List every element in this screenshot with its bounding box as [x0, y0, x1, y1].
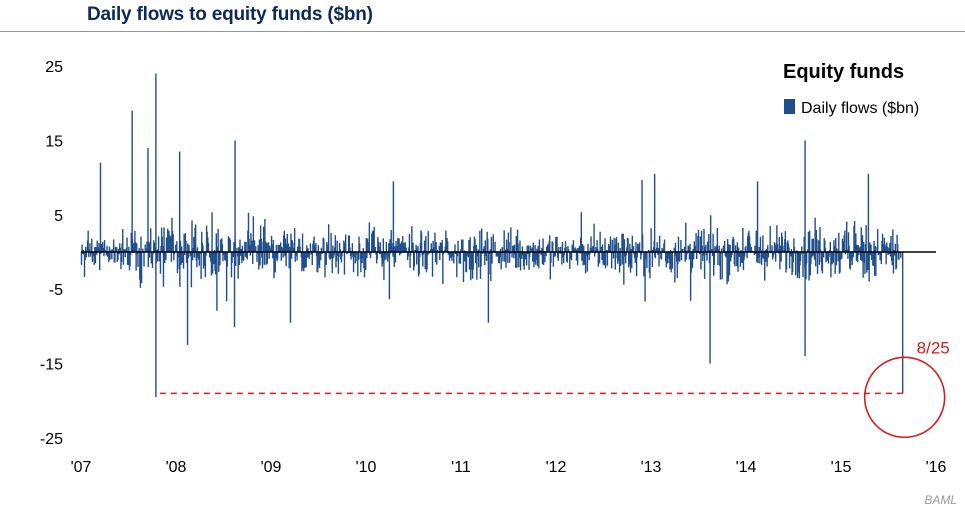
x-tick-label: '14	[736, 459, 757, 476]
x-tick-label: '11	[451, 459, 471, 476]
y-axis: 25 15 5 -5 -15 -25	[40, 59, 63, 448]
legend-swatch	[784, 99, 795, 114]
x-tick-label: '15	[831, 459, 852, 476]
legend-label: Daily flows ($bn)	[801, 100, 919, 117]
y-tick-label: -5	[49, 282, 63, 299]
chart-title: Daily flows to equity funds ($bn)	[87, 4, 373, 25]
x-tick-label: '08	[166, 459, 187, 476]
callout-label: 8/25	[917, 338, 950, 357]
data-bars	[80, 73, 904, 398]
legend: Equity funds Daily flows ($bn)	[783, 61, 919, 117]
x-tick-label: '07	[71, 459, 92, 476]
y-tick-label: 15	[45, 133, 63, 150]
y-tick-label: 5	[54, 208, 63, 225]
y-tick-label: -15	[40, 357, 63, 374]
x-tick-label: '09	[261, 459, 282, 476]
callout-circle	[863, 356, 946, 439]
x-tick-label: '13	[641, 459, 662, 476]
title-divider	[0, 31, 965, 32]
x-tick-label: '16	[926, 459, 947, 476]
x-axis: '07 '08 '09 '10 '11 '12 '13 '14 '15 '16	[71, 459, 947, 476]
legend-title: Equity funds	[783, 61, 904, 83]
x-tick-label: '10	[356, 459, 377, 476]
y-tick-label: 25	[45, 59, 63, 76]
source-label: BAML	[924, 493, 957, 507]
y-tick-label: -25	[40, 431, 63, 448]
x-tick-label: '12	[546, 459, 567, 476]
